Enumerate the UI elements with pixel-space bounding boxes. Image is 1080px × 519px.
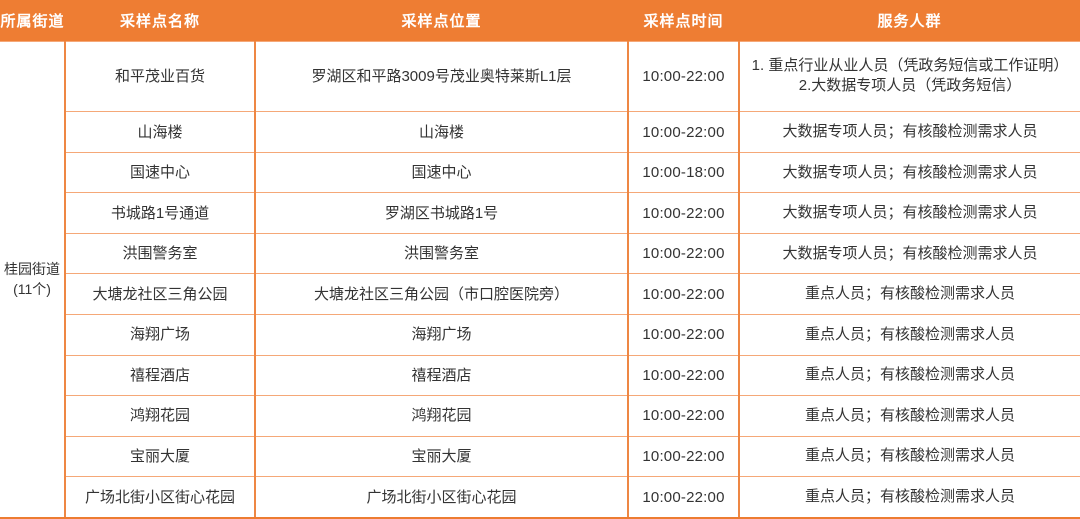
site-location-cell: 大塘龙社区三角公园（市口腔医院旁） xyxy=(254,273,628,315)
site-time-cell: 10:00-22:00 xyxy=(627,192,739,234)
table-header: 所属街道 采样点名称 采样点位置 采样点时间 服务人群 xyxy=(0,0,1080,41)
site-name-cell: 广场北街小区街心花园 xyxy=(64,476,255,519)
site-name-cell: 书城路1号通道 xyxy=(64,192,255,234)
service-group-cell: 重点人员；有核酸检测需求人员 xyxy=(738,476,1080,519)
column-header-service-group: 服务人群 xyxy=(739,0,1080,41)
service-group-cell: 1. 重点行业从业人员（凭政务短信或工作证明） 2.大数据专项人员（凭政务短信） xyxy=(738,40,1080,112)
site-location-cell: 罗湖区书城路1号 xyxy=(254,192,628,234)
site-location-cell: 广场北街小区街心花园 xyxy=(254,476,628,519)
site-name-cell: 鸿翔花园 xyxy=(64,395,255,437)
site-time-cell: 10:00-22:00 xyxy=(627,111,739,153)
site-time-cell: 10:00-22:00 xyxy=(627,40,739,112)
site-location-cell: 洪围警务室 xyxy=(254,232,628,274)
service-group-cell: 重点人员；有核酸检测需求人员 xyxy=(738,273,1080,315)
site-time-cell: 10:00-22:00 xyxy=(627,395,739,437)
table-row: 宝丽大厦 宝丽大厦 10:00-22:00 重点人员；有核酸检测需求人员 xyxy=(0,435,1080,477)
site-time-cell: 10:00-22:00 xyxy=(627,354,739,396)
site-name-cell: 和平茂业百货 xyxy=(64,40,255,112)
service-group-cell: 重点人员；有核酸检测需求人员 xyxy=(738,354,1080,396)
column-header-site-name: 采样点名称 xyxy=(65,0,255,41)
site-time-cell: 10:00-22:00 xyxy=(627,435,739,477)
service-group-cell: 大数据专项人员；有核酸检测需求人员 xyxy=(738,111,1080,153)
site-name-cell: 海翔广场 xyxy=(64,314,255,356)
service-group-cell: 重点人员；有核酸检测需求人员 xyxy=(738,395,1080,437)
site-name-cell: 大塘龙社区三角公园 xyxy=(64,273,255,315)
site-location-cell: 宝丽大厦 xyxy=(254,435,628,477)
site-time-cell: 10:00-22:00 xyxy=(627,232,739,274)
site-name-cell: 洪围警务室 xyxy=(64,232,255,274)
column-header-street: 所属街道 xyxy=(0,0,65,41)
site-name-cell: 国速中心 xyxy=(64,151,255,193)
service-group-cell: 大数据专项人员；有核酸检测需求人员 xyxy=(738,151,1080,193)
column-header-site-time: 采样点时间 xyxy=(628,0,739,41)
table-row: 大塘龙社区三角公园 大塘龙社区三角公园（市口腔医院旁） 10:00-22:00 … xyxy=(0,273,1080,315)
table-row: 广场北街小区街心花园 广场北街小区街心花园 10:00-22:00 重点人员；有… xyxy=(0,476,1080,519)
site-time-cell: 10:00-22:00 xyxy=(627,273,739,315)
table-row: 禧程酒店 禧程酒店 10:00-22:00 重点人员；有核酸检测需求人员 xyxy=(0,354,1080,396)
service-group-cell: 大数据专项人员；有核酸检测需求人员 xyxy=(738,192,1080,234)
site-name-cell: 宝丽大厦 xyxy=(64,435,255,477)
table-row: 鸿翔花园 鸿翔花园 10:00-22:00 重点人员；有核酸检测需求人员 xyxy=(0,395,1080,437)
table-body: 桂园街道 (11个) 和平茂业百货 罗湖区和平路3009号茂业奥特莱斯L1层 1… xyxy=(0,40,1080,519)
site-time-cell: 10:00-22:00 xyxy=(627,476,739,519)
site-location-cell: 鸿翔花园 xyxy=(254,395,628,437)
header-row: 所属街道 采样点名称 采样点位置 采样点时间 服务人群 xyxy=(0,0,1080,41)
site-name-cell: 禧程酒店 xyxy=(64,354,255,396)
site-time-cell: 10:00-18:00 xyxy=(627,151,739,193)
column-header-site-location: 采样点位置 xyxy=(255,0,628,41)
table-row: 国速中心 国速中心 10:00-18:00 大数据专项人员；有核酸检测需求人员 xyxy=(0,151,1080,193)
table-row: 海翔广场 海翔广场 10:00-22:00 重点人员；有核酸检测需求人员 xyxy=(0,314,1080,356)
service-group-cell: 重点人员；有核酸检测需求人员 xyxy=(738,435,1080,477)
site-location-cell: 禧程酒店 xyxy=(254,354,628,396)
table-row: 桂园街道 (11个) 和平茂业百货 罗湖区和平路3009号茂业奥特莱斯L1层 1… xyxy=(0,40,1080,519)
site-location-cell: 海翔广场 xyxy=(254,314,628,356)
site-name-cell: 山海楼 xyxy=(64,111,255,153)
street-group-cell: 桂园街道 (11个) xyxy=(0,40,65,519)
table-row: 山海楼 山海楼 10:00-22:00 大数据专项人员；有核酸检测需求人员 xyxy=(0,111,1080,153)
site-location-cell: 国速中心 xyxy=(254,151,628,193)
site-location-cell: 山海楼 xyxy=(254,111,628,153)
service-group-cell: 重点人员；有核酸检测需求人员 xyxy=(738,314,1080,356)
table-row: 洪围警务室 洪围警务室 10:00-22:00 大数据专项人员；有核酸检测需求人… xyxy=(0,232,1080,274)
site-location-cell: 罗湖区和平路3009号茂业奥特莱斯L1层 xyxy=(254,40,628,112)
service-group-cell: 大数据专项人员；有核酸检测需求人员 xyxy=(738,232,1080,274)
site-time-cell: 10:00-22:00 xyxy=(627,314,739,356)
table-row: 书城路1号通道 罗湖区书城路1号 10:00-22:00 大数据专项人员；有核酸… xyxy=(0,192,1080,234)
